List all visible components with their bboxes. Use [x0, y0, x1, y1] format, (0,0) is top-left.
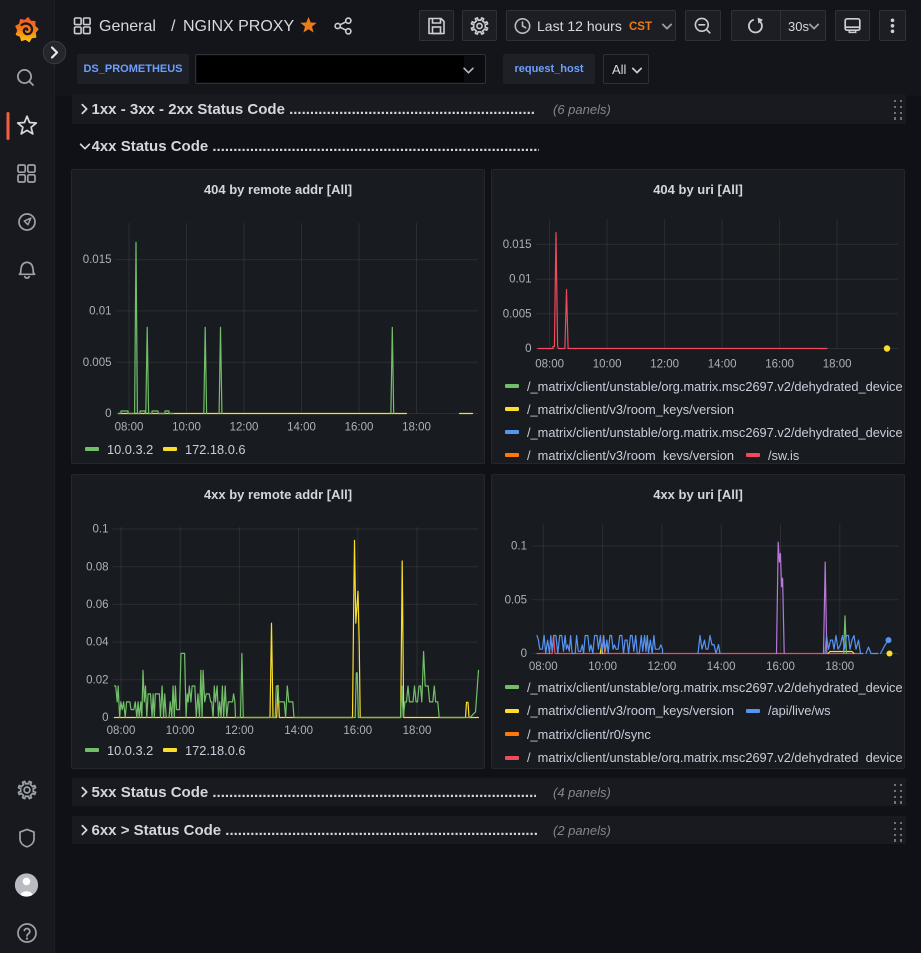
svg-text:0.01: 0.01	[89, 306, 111, 318]
svg-text:0: 0	[525, 343, 531, 355]
svg-text:18:00: 18:00	[823, 359, 852, 371]
svg-text:16:00: 16:00	[345, 422, 374, 434]
svg-text:General: General	[99, 18, 156, 35]
svg-text:CST: CST	[629, 21, 652, 33]
svg-text:10:00: 10:00	[588, 661, 617, 673]
svg-text:10:00: 10:00	[593, 359, 622, 371]
svg-text:14:00: 14:00	[287, 422, 316, 434]
svg-text:08:00: 08:00	[107, 725, 136, 737]
svg-text:0: 0	[105, 408, 111, 420]
svg-text:10:00: 10:00	[172, 422, 201, 434]
svg-text:0.04: 0.04	[86, 637, 109, 649]
svg-text:16:00: 16:00	[765, 359, 794, 371]
svg-text:12:00: 12:00	[225, 725, 254, 737]
svg-text:0.1: 0.1	[93, 524, 109, 536]
svg-text:18:00: 18:00	[402, 422, 431, 434]
svg-text:0.01: 0.01	[509, 274, 531, 286]
svg-text:12:00: 12:00	[648, 661, 677, 673]
svg-text:12:00: 12:00	[650, 359, 679, 371]
svg-text:12:00: 12:00	[230, 422, 259, 434]
svg-text:0.08: 0.08	[86, 561, 108, 573]
svg-text:0.015: 0.015	[83, 254, 112, 266]
svg-text:/: /	[171, 18, 176, 35]
svg-text:14:00: 14:00	[708, 359, 737, 371]
svg-text:0: 0	[102, 712, 108, 724]
svg-text:16:00: 16:00	[343, 725, 372, 737]
svg-text:08:00: 08:00	[529, 661, 558, 673]
svg-text:0: 0	[521, 648, 527, 660]
svg-text:14:00: 14:00	[284, 725, 313, 737]
svg-text:0.015: 0.015	[503, 239, 532, 251]
svg-text:14:00: 14:00	[707, 661, 736, 673]
svg-text:0.005: 0.005	[503, 308, 532, 320]
svg-text:0.06: 0.06	[86, 599, 108, 611]
svg-text:30s: 30s	[788, 19, 809, 34]
svg-text:NGINX PROXY: NGINX PROXY	[183, 18, 294, 35]
svg-text:0.02: 0.02	[86, 674, 108, 686]
svg-text:16:00: 16:00	[766, 661, 795, 673]
svg-text:0.1: 0.1	[511, 541, 527, 553]
svg-text:08:00: 08:00	[115, 422, 144, 434]
svg-text:08:00: 08:00	[535, 359, 564, 371]
svg-text:18:00: 18:00	[825, 661, 854, 673]
svg-text:10:00: 10:00	[166, 725, 195, 737]
svg-text:Last 12 hours: Last 12 hours	[537, 18, 622, 34]
svg-text:18:00: 18:00	[403, 725, 432, 737]
svg-text:0.005: 0.005	[83, 357, 112, 369]
svg-text:0.05: 0.05	[505, 594, 527, 606]
